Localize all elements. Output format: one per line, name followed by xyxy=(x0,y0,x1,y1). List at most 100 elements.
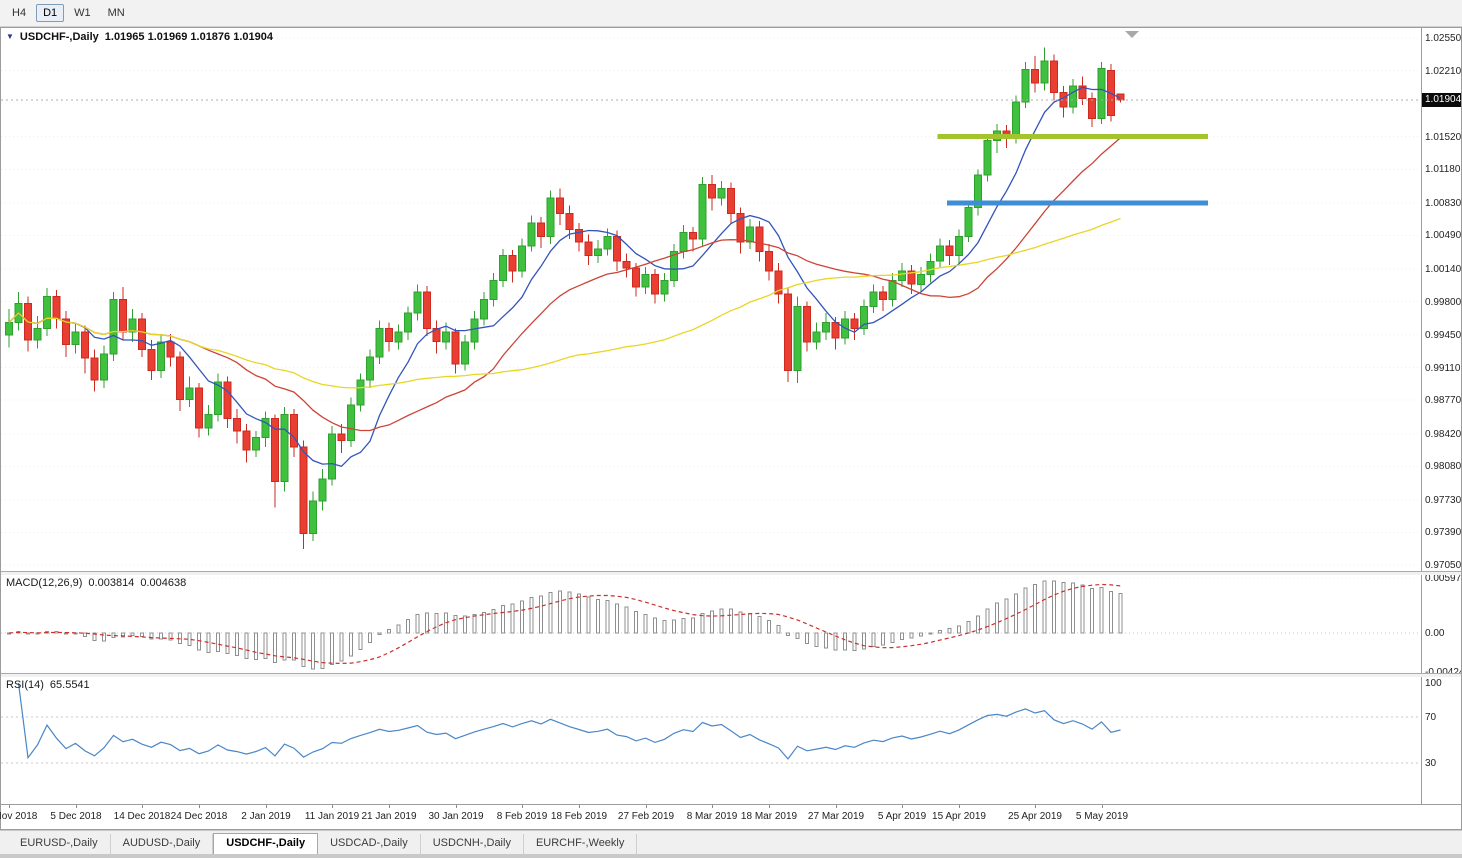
candle-body xyxy=(356,379,365,406)
price-axis-label: 0.99450 xyxy=(1425,330,1461,341)
candle-body xyxy=(480,299,488,320)
candle-body xyxy=(974,174,982,209)
candle-body xyxy=(290,414,298,448)
candle-body xyxy=(337,433,346,441)
symbol-tab[interactable]: USDCNH-,Daily xyxy=(421,834,524,854)
chart-shift-marker[interactable] xyxy=(1125,31,1139,38)
candle-body xyxy=(328,433,336,480)
symbol-tab[interactable]: USDCAD-,Daily xyxy=(318,834,421,854)
candle-body xyxy=(727,187,735,214)
time-axis-tick xyxy=(199,805,200,808)
time-axis-tick xyxy=(456,805,457,808)
candle-body xyxy=(461,341,469,365)
price-axis-label: 1.00140 xyxy=(1425,264,1461,275)
time-axis-tick xyxy=(1102,805,1103,808)
chart-symbol-icon: ▼ xyxy=(6,31,14,41)
candle-body xyxy=(5,322,13,336)
price-axis-label: 1.01520 xyxy=(1425,132,1461,143)
timeframe-button-H4[interactable]: H4 xyxy=(12,7,27,19)
candle-body xyxy=(594,248,602,257)
candle-body xyxy=(765,251,773,272)
rsi-axis-label: 70 xyxy=(1425,711,1437,723)
candle-body xyxy=(945,245,954,256)
time-axis-tick xyxy=(712,805,713,808)
timeframe-button-D1[interactable]: D1 xyxy=(36,4,65,22)
date-axis-label: 18 Mar 2019 xyxy=(740,811,798,822)
candle-body xyxy=(1088,97,1096,119)
candle-body xyxy=(489,279,498,301)
candle-body xyxy=(62,318,70,346)
candle-body xyxy=(347,404,355,441)
timeframe-button-MN[interactable]: MN xyxy=(107,7,125,19)
rsi-axis: 100 70 30 xyxy=(1421,676,1461,804)
time-axis-tick xyxy=(646,805,647,808)
price-axis-label: 1.00490 xyxy=(1425,230,1461,241)
price-grid xyxy=(1,37,1421,566)
date-axis-label: 8 Mar 2019 xyxy=(686,811,738,822)
ma-slow-line xyxy=(8,217,1121,389)
rsi-label: RSI(14) 65.5541 xyxy=(6,679,90,691)
rsi-chart[interactable] xyxy=(1,676,1421,805)
panel-divider[interactable] xyxy=(1,570,1461,575)
macd-chart[interactable] xyxy=(1,574,1421,673)
rsi-axis-label: 100 xyxy=(1425,677,1442,689)
candle-body xyxy=(556,197,564,214)
macd-signal-value: 0.004638 xyxy=(140,576,187,589)
symbol-tab-active[interactable]: USDCHF-,Daily xyxy=(213,833,319,855)
price-axis[interactable]: 1.01904 1.02550 1.02210 1.01520 1.01180 1.00… xyxy=(1421,28,1461,571)
candle-body xyxy=(736,212,745,243)
candle-body xyxy=(546,197,555,237)
candle-body xyxy=(508,255,517,272)
date-axis-label: 26 Nov 2018 xyxy=(0,811,38,822)
date-axis-label: 8 Feb 2019 xyxy=(496,811,548,822)
candlestick-chart[interactable] xyxy=(1,28,1421,571)
candle-body xyxy=(850,318,859,329)
candle-body xyxy=(565,212,574,231)
candle-body xyxy=(584,241,593,257)
macd-axis-label: -0.00424 xyxy=(1425,666,1461,673)
candle-body xyxy=(138,318,146,350)
current-price-badge: 1.01904 xyxy=(1422,93,1461,107)
price-panel: 1.01904 1.02550 1.02210 1.01520 1.01180 1.00… xyxy=(1,28,1461,571)
candle-body xyxy=(195,387,203,429)
candle-body xyxy=(708,184,716,199)
candle-body xyxy=(318,478,327,502)
candle-body xyxy=(394,331,403,343)
panel-divider[interactable] xyxy=(1,672,1461,677)
candle-body xyxy=(670,251,678,281)
date-axis-label: 21 Jan 2019 xyxy=(361,811,417,822)
price-axis-label: 1.02210 xyxy=(1425,66,1461,77)
date-axis-label: 5 Dec 2018 xyxy=(50,811,102,822)
symbol-timeframe-label: USDCHF-,Daily xyxy=(19,31,99,43)
candle-body xyxy=(651,274,659,295)
symbol-tab[interactable]: EURCHF-,Weekly xyxy=(524,834,638,854)
candle-body xyxy=(964,207,973,237)
symbol-tab[interactable]: EURUSD-,Daily xyxy=(8,834,111,854)
time-axis-tick xyxy=(579,805,580,808)
candle-body xyxy=(518,245,526,272)
candle-body xyxy=(451,331,460,365)
macd-histogram xyxy=(7,580,1123,670)
candle-body xyxy=(784,293,792,371)
candle-body xyxy=(537,222,545,237)
rsi-line xyxy=(17,682,1121,760)
candle-body xyxy=(233,417,241,432)
macd-axis: 0.00597 0.00 -0.00424 xyxy=(1421,574,1461,673)
candle-body xyxy=(299,446,308,534)
candle-body xyxy=(632,267,640,288)
candle-body xyxy=(774,270,783,295)
price-axis-label: 0.98080 xyxy=(1425,461,1461,472)
macd-label: MACD(12,26,9) 0.003814 0.004638 xyxy=(6,577,186,589)
candle-body xyxy=(1021,69,1030,103)
candle-body xyxy=(366,356,374,381)
candle-body xyxy=(698,184,707,240)
timeframe-button-W1[interactable]: W1 xyxy=(74,7,91,19)
symbol-tab[interactable]: AUDUSD-,Daily xyxy=(111,834,214,854)
time-axis-tick xyxy=(769,805,770,808)
price-axis-label: 0.98770 xyxy=(1425,395,1461,406)
candle-body xyxy=(1050,60,1058,94)
candle-body xyxy=(641,274,650,288)
candle-body xyxy=(1097,68,1106,119)
macd-main-value: 0.003814 xyxy=(88,576,135,589)
